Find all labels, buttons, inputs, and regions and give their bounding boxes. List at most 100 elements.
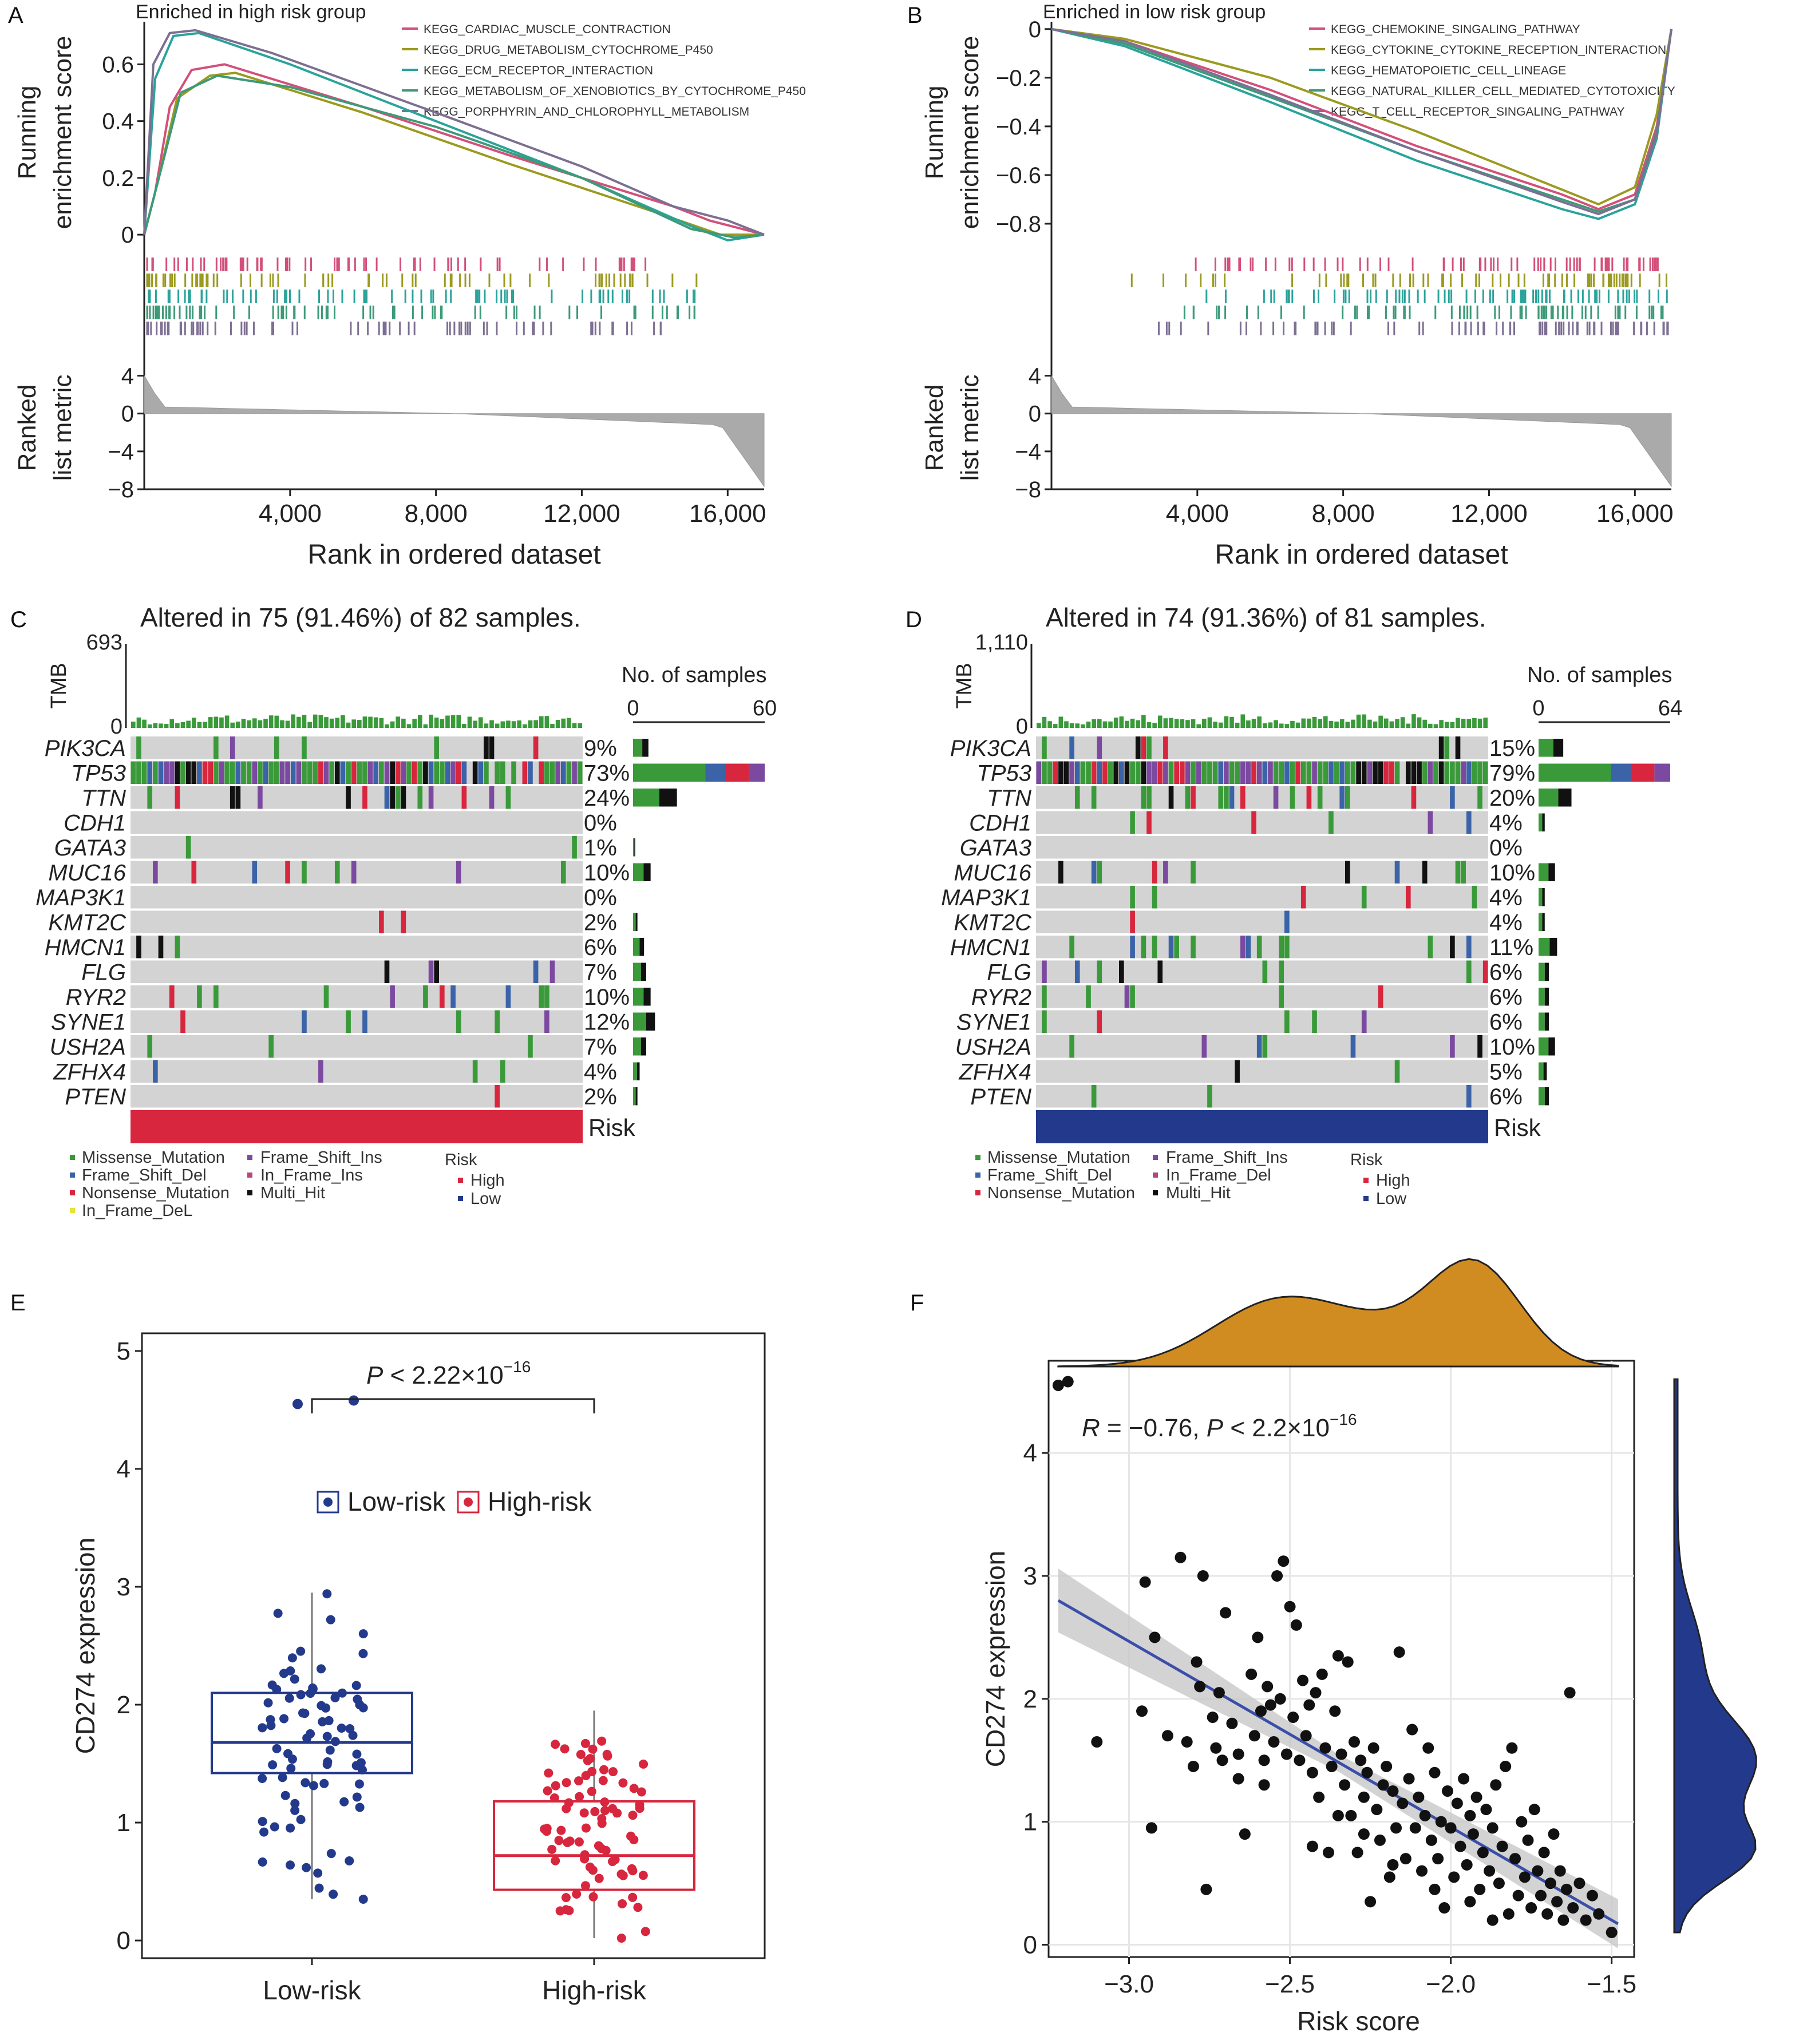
data-point [594,1841,603,1851]
mutation-cell [456,1010,461,1033]
mutation-cell [1306,761,1312,784]
mutation-cell [434,761,440,784]
r-symbol: R [1082,1414,1100,1442]
tmb-bar [164,723,169,728]
gene-label: TP53 [71,760,126,786]
mutation-cell [500,761,505,784]
gsea-legend-label: KEGG_DRUG_METABOLISM_CYTOCHROME_P450 [424,43,713,57]
tmb-bar [434,717,439,728]
tmb-bar [1477,718,1482,728]
gene-label: USH2A [50,1035,126,1060]
tmb-bar [1290,720,1295,728]
tmb-bar [1108,721,1113,728]
oncoplot-row-bg [131,861,583,884]
tmb-bar [1417,717,1422,728]
mutation-cell [1251,761,1256,784]
data-point [1480,1804,1492,1816]
mutation-cell [224,761,230,784]
plot-frame [141,1332,766,1959]
mutation-cell [505,786,511,809]
mutation-cell [495,1085,500,1108]
tmb-bar [429,714,433,728]
data-point [319,1778,329,1788]
mutation-cell [1284,910,1290,933]
mutation-cell [1461,861,1466,884]
tmb-bar [1113,718,1118,728]
gene-percent: 7% [584,960,617,985]
data-point [325,1745,335,1755]
sample-count-bar [1544,962,1549,981]
gsea-curve-1 [1051,27,1672,211]
oncoplot-row-bg [1036,736,1488,759]
data-point [1387,1785,1399,1797]
tmb-bar [533,720,538,728]
tmb-bar [1345,722,1350,728]
mutation-cell [1323,761,1328,784]
mutation-cell [1361,1010,1367,1033]
gsea-ylabel-top: Running [13,86,41,180]
mutation-cell [1141,786,1146,809]
data-point [1306,1766,1318,1778]
gene-percent: 11% [1489,935,1533,960]
legend-label: Frame_Shift_Ins [1166,1148,1288,1167]
sample-count-bar [1553,739,1564,757]
gsea-y-tick-label: −4 [1015,439,1041,465]
tmb-bar [186,720,191,728]
data-point [1548,1828,1560,1840]
gene-percent: 73% [584,760,630,786]
gene-percent: 4% [1489,910,1523,935]
sample-count-bar [1539,888,1543,906]
sample-count-bar [633,1037,641,1056]
gsea-curve-2 [1051,27,1672,206]
data-point [1319,1742,1331,1754]
tmb-bar [1378,715,1383,728]
mutation-cell [1119,960,1124,983]
tmb-bar [351,719,356,728]
data-point [1606,1927,1618,1939]
legend-swatch [1363,1178,1369,1183]
sample-count-bar [1539,863,1549,881]
oncoplot-row-bg [1036,1035,1488,1058]
mutation-cell [1097,736,1102,759]
sample-count-bar [1654,763,1670,782]
mutation-cell [340,761,346,784]
x-tick-label: −3.0 [1104,1970,1154,1998]
mutation-cell [1141,736,1146,759]
gsea-x-tick-label: 16,000 [1596,500,1674,528]
mutation-cell [1461,761,1466,784]
data-point [1374,1834,1386,1846]
data-point [270,1822,279,1832]
mutation-cell [1168,936,1174,958]
data-point [580,1881,590,1891]
tmb-bar [528,720,533,728]
x-tick-label: −1.5 [1587,1970,1636,1998]
data-point [1432,1853,1444,1865]
mutation-cell [1157,960,1163,983]
gsea-ylabel-top: enrichment score [49,36,77,229]
tmb-bar [1351,719,1355,728]
legend-swatch [975,1172,980,1178]
data-point [1461,1859,1473,1871]
mutation-cell [1240,761,1246,784]
mutation-cell [323,985,329,1008]
data-point [1232,1748,1244,1760]
legend-label: High-risk [488,1487,592,1516]
legend-key-dot [464,1498,473,1507]
sample-count-bar [633,863,644,881]
mutation-cell [1201,761,1207,784]
mutation-cell [1069,761,1074,784]
data-point [1451,1797,1463,1809]
mutation-cell [362,761,367,784]
tmb-bar [1119,716,1124,728]
mutation-cell [1317,761,1323,784]
gene-percent: 0% [584,810,617,835]
mutation-cell [346,1010,351,1033]
tmb-bar [153,723,158,728]
tmb-bar [1092,719,1096,728]
mutation-cell [1290,786,1295,809]
mutation-cell [367,761,373,784]
tmb-bar [147,724,152,728]
data-point [1306,1840,1318,1852]
oncoplot-row-bg [131,786,583,809]
tmb-bar [136,717,141,728]
